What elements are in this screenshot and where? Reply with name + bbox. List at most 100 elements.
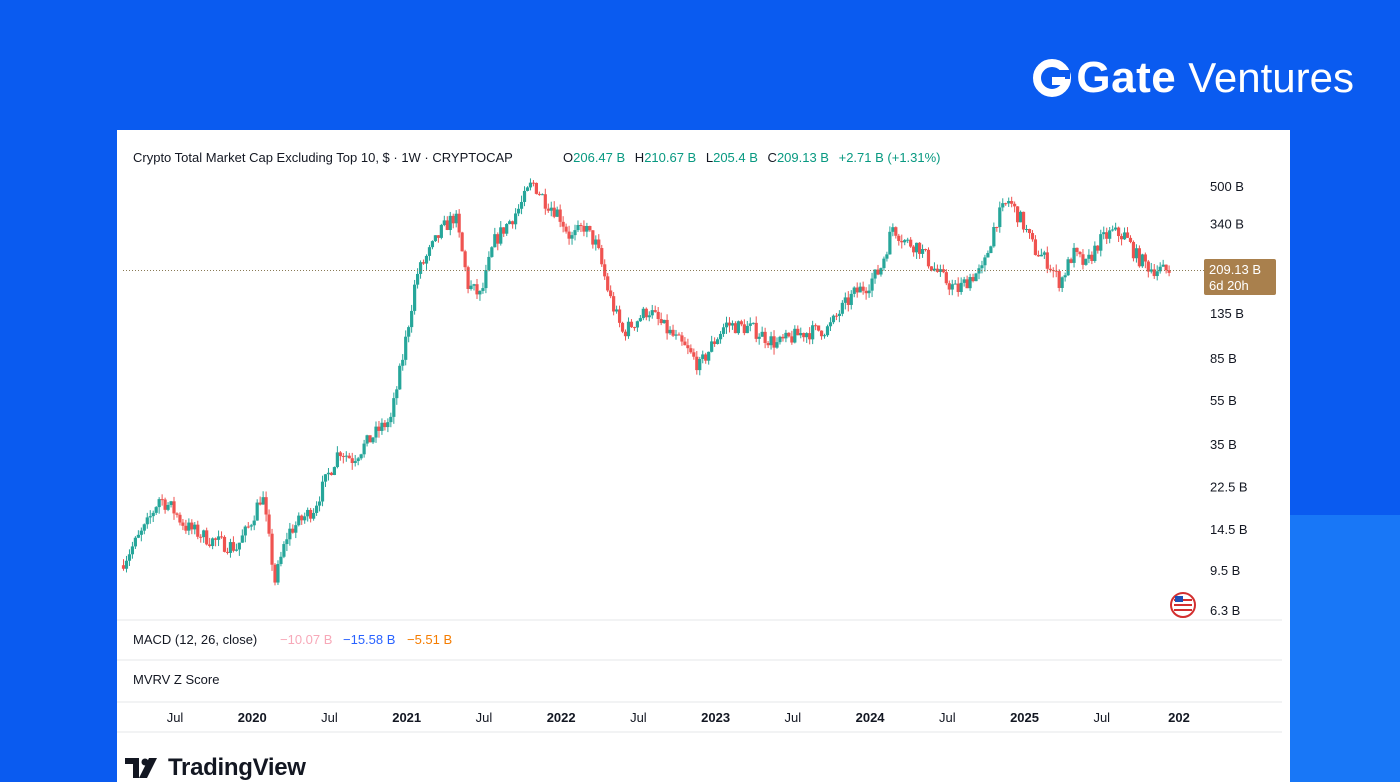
candle-body bbox=[300, 515, 304, 521]
signal-value: −15.58 B bbox=[343, 632, 395, 647]
candle-body bbox=[1072, 247, 1076, 263]
candle-body bbox=[136, 534, 140, 538]
candle-body bbox=[187, 522, 191, 531]
candle-body bbox=[796, 328, 800, 336]
candle-body bbox=[130, 546, 135, 555]
candle-body bbox=[885, 254, 889, 259]
candle-body bbox=[231, 542, 236, 551]
chart-title: Crypto Total Market Cap Excluding Top 10… bbox=[133, 150, 513, 165]
change-value: +2.71 B (+1.31%) bbox=[839, 150, 941, 165]
candle-body bbox=[715, 339, 720, 345]
legend-header: Crypto Total Market Cap Excluding Top 10… bbox=[133, 150, 941, 165]
open-value: 206.47 B bbox=[573, 150, 625, 165]
candle-body bbox=[980, 265, 984, 269]
candle-body bbox=[876, 269, 880, 275]
candle-body bbox=[701, 354, 705, 359]
candle-body bbox=[615, 309, 619, 312]
candle-body bbox=[573, 230, 577, 236]
candle-body bbox=[849, 293, 853, 305]
candle-body bbox=[751, 322, 755, 324]
candle-body bbox=[380, 422, 384, 431]
candle-body bbox=[1054, 270, 1058, 272]
candle-body bbox=[219, 536, 224, 538]
candle-body bbox=[445, 220, 449, 230]
candle-body bbox=[537, 193, 541, 195]
candle-body bbox=[790, 336, 794, 343]
candle-body bbox=[525, 187, 530, 191]
candle-body bbox=[555, 209, 559, 217]
candle-body bbox=[944, 272, 948, 284]
candle-body bbox=[294, 525, 298, 533]
candle-body bbox=[1093, 245, 1097, 261]
candle-body bbox=[469, 285, 473, 289]
candle-body bbox=[145, 517, 149, 525]
candle-body bbox=[288, 528, 292, 540]
candle-body bbox=[511, 221, 515, 225]
candle-body bbox=[460, 232, 464, 252]
candle-body bbox=[549, 207, 553, 211]
candle-body bbox=[499, 227, 503, 244]
candle-body bbox=[196, 524, 200, 537]
macd-legend: MACD (12, 26, close) −10.07 B −15.58 B −… bbox=[133, 632, 452, 647]
candle-body bbox=[704, 354, 708, 361]
candle-body bbox=[205, 530, 209, 545]
x-tick-label: 2022 bbox=[547, 710, 576, 725]
candle-body bbox=[439, 225, 443, 238]
candle-body bbox=[674, 334, 678, 336]
market-cap-chart[interactable]: 500 B 340 B 135 B 85 B 55 B 35 B 22.5 B 14.5 B 9… bbox=[117, 130, 1290, 782]
x-tick-label: 2020 bbox=[238, 710, 267, 725]
candle-body bbox=[475, 284, 479, 295]
candle-body bbox=[971, 277, 975, 282]
brand-name: Gate bbox=[1076, 53, 1177, 102]
background-accent-block bbox=[1288, 515, 1400, 782]
candle-body bbox=[846, 297, 850, 305]
candle-body bbox=[906, 239, 910, 241]
candle-body bbox=[199, 536, 203, 538]
candle-body bbox=[451, 215, 455, 224]
candle-body bbox=[436, 235, 440, 238]
candle-body bbox=[1152, 269, 1156, 277]
candle-body bbox=[923, 249, 928, 251]
candle-body bbox=[127, 554, 132, 561]
candle-body bbox=[799, 332, 803, 336]
candle-body bbox=[1108, 230, 1112, 239]
candle-body bbox=[710, 341, 714, 352]
candle-body bbox=[484, 270, 488, 289]
candle-body bbox=[208, 544, 212, 547]
tradingview-logo-icon bbox=[125, 758, 157, 778]
tradingview-logo[interactable]: TradingView bbox=[125, 754, 306, 782]
candle-body bbox=[632, 327, 637, 329]
us-flag-icon[interactable] bbox=[1170, 592, 1196, 618]
candle-body bbox=[891, 227, 895, 232]
candle-body bbox=[932, 268, 937, 271]
candle-body bbox=[133, 537, 137, 547]
candle-body bbox=[350, 458, 354, 463]
candle-body bbox=[528, 182, 533, 188]
candle-body bbox=[1125, 232, 1130, 238]
candle-body bbox=[594, 239, 598, 245]
candle-body bbox=[1084, 258, 1088, 265]
candle-body bbox=[968, 277, 972, 289]
candle-body bbox=[314, 505, 319, 513]
candle-body bbox=[264, 497, 268, 515]
x-tick-label: Jul bbox=[321, 710, 338, 725]
candle-body bbox=[953, 283, 957, 285]
candle-body bbox=[1060, 277, 1064, 288]
candle-body bbox=[273, 564, 277, 583]
high-value: 210.67 B bbox=[644, 150, 696, 165]
candle-body bbox=[508, 221, 512, 225]
candle-body bbox=[623, 331, 628, 337]
candle-body bbox=[421, 262, 426, 264]
candle-body bbox=[814, 325, 818, 327]
candle-body bbox=[689, 348, 693, 353]
candle-body bbox=[989, 246, 993, 254]
close-value: 209.13 B bbox=[777, 150, 829, 165]
candle-body bbox=[279, 556, 283, 564]
candle-body bbox=[424, 255, 429, 264]
last-price-tag: 209.13 B 6d 20h bbox=[1204, 259, 1276, 295]
candle-body bbox=[543, 194, 547, 209]
candle-body bbox=[502, 227, 506, 234]
candle-body bbox=[407, 327, 411, 337]
candle-body bbox=[926, 249, 931, 267]
candle-body bbox=[998, 207, 1002, 228]
